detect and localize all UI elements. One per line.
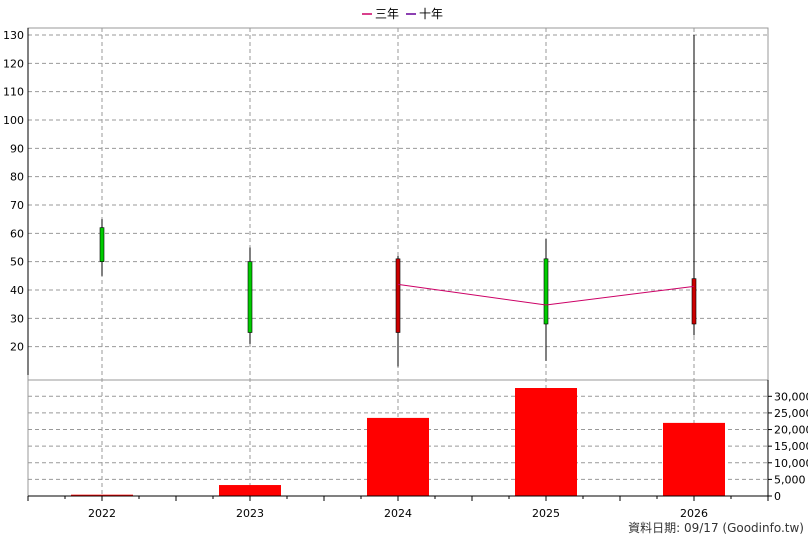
volume-tick-label: 10,000 [774, 457, 808, 470]
price-tick-label: 110 [3, 86, 24, 99]
candle-body [99, 227, 105, 262]
legend-label: 十年 [419, 7, 443, 21]
candles [99, 35, 697, 367]
volume-tick-label: 15,000 [774, 440, 808, 453]
price-tick-label: 130 [3, 29, 24, 42]
x-tick-label: 2026 [680, 507, 708, 520]
candle-body [247, 261, 253, 333]
volume-bar [219, 485, 281, 496]
volume-bar [515, 388, 577, 496]
x-tick-label: 2025 [532, 507, 560, 520]
price-tick-label: 50 [10, 256, 24, 269]
volume-tick-label: 25,000 [774, 407, 808, 420]
three-year-average-line [397, 283, 695, 306]
moving-average-lines [397, 283, 695, 306]
x-tick-label: 2023 [236, 507, 264, 520]
candle-body [543, 258, 549, 325]
volume-tick-label: 5,000 [774, 473, 806, 486]
price-tick-label: 40 [10, 284, 24, 297]
price-tick-label: 30 [10, 312, 24, 325]
price-tick-label: 100 [3, 114, 24, 127]
price-tick-label: 70 [10, 199, 24, 212]
price-tick-label: 80 [10, 171, 24, 184]
x-tick-label: 2022 [88, 507, 116, 520]
price-tick-label: 60 [10, 227, 24, 240]
volume-bars [71, 388, 725, 496]
candle-body [691, 278, 697, 325]
candle-body [395, 258, 401, 333]
volume-tick-label: 0 [774, 490, 781, 503]
legend: 三年 十年 [362, 7, 443, 21]
volume-bar [71, 494, 133, 496]
legend-label: 三年 [375, 7, 399, 21]
data-date-footer: 資料日期: 09/17 (Goodinfo.tw) [628, 521, 804, 535]
grid-lines [27, 27, 769, 497]
volume-tick-label: 20,000 [774, 424, 808, 437]
price-tick-label: 20 [10, 341, 24, 354]
x-tick-label: 2024 [384, 507, 412, 520]
volume-bar [367, 417, 429, 496]
volume-tick-label: 30,000 [774, 390, 808, 403]
price-tick-label: 120 [3, 57, 24, 70]
price-tick-label: 90 [10, 142, 24, 155]
axes: 20 30 40 50 60 70 80 90 100 110 120 130 2022 2023 2024… [3, 28, 808, 520]
volume-bar [663, 422, 725, 496]
